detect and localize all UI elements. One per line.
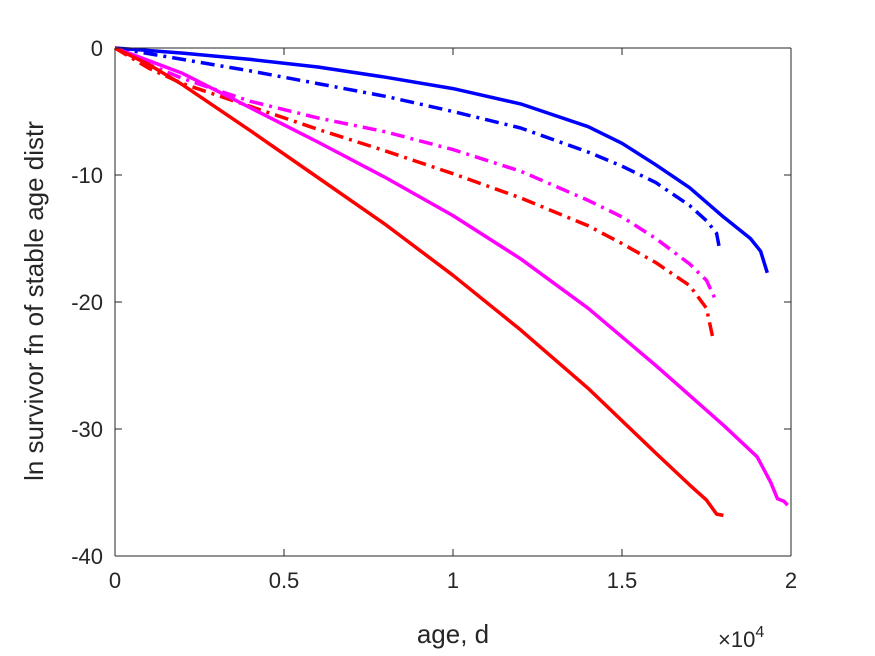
x-tick-label: 0.5 (269, 568, 300, 593)
x-tick-label: 1 (447, 568, 459, 593)
y-tick-label: 0 (91, 36, 103, 61)
x-axis-exponent: ×104 (718, 624, 764, 652)
series-line-3 (114, 46, 719, 303)
axes-layer: 0 0.5 1 1.5 2 0 -10 -20 -30 -40 (71, 36, 797, 593)
plot-background (115, 48, 791, 556)
plot-area (115, 48, 791, 556)
series-line-4 (114, 46, 716, 341)
x-tick-label: 0 (109, 568, 121, 593)
y-tick-label: -20 (71, 290, 103, 315)
x-axis-exponent-power: 4 (755, 624, 764, 641)
series-line-1 (114, 46, 769, 274)
y-tick-label: -10 (71, 163, 103, 188)
x-tick-label: 2 (785, 568, 797, 593)
series-line-2 (114, 46, 722, 252)
x-axis-label: age, d (417, 619, 489, 649)
series-layer (114, 46, 789, 518)
series-line-5 (114, 46, 789, 507)
x-axis-exponent-base: ×10 (718, 627, 755, 652)
y-tick-label: -30 (71, 417, 103, 442)
series-line-6 (114, 46, 724, 518)
x-tick-label: 1.5 (607, 568, 638, 593)
y-tick-label: -40 (71, 544, 103, 569)
y-axis-label: ln survivor fn of stable age distr (19, 121, 49, 481)
